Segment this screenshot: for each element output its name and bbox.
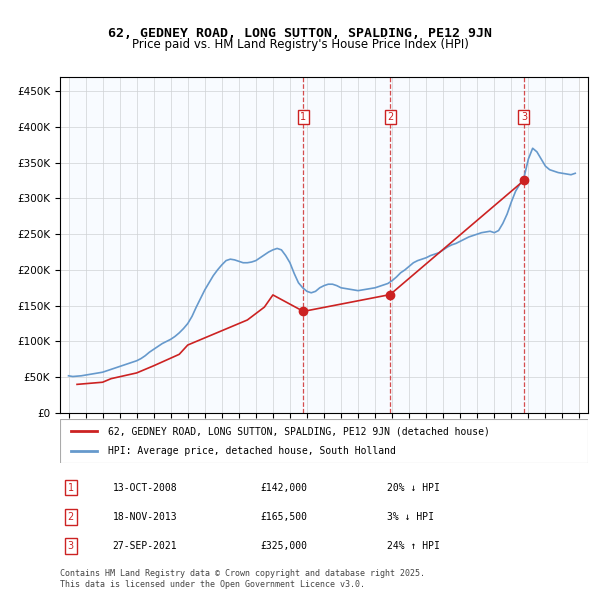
Text: 62, GEDNEY ROAD, LONG SUTTON, SPALDING, PE12 9JN (detached house): 62, GEDNEY ROAD, LONG SUTTON, SPALDING, …: [107, 427, 490, 436]
Bar: [524, 77, 580, 413]
Text: 2: 2: [67, 512, 74, 522]
Text: 62, GEDNEY ROAD, LONG SUTTON, SPALDING, PE12 9JN: 62, GEDNEY ROAD, LONG SUTTON, SPALDING, …: [108, 27, 492, 40]
Text: Price paid vs. HM Land Registry's House Price Index (HPI): Price paid vs. HM Land Registry's House …: [131, 38, 469, 51]
Text: 24% ↑ HPI: 24% ↑ HPI: [388, 541, 440, 551]
Text: 3% ↓ HPI: 3% ↓ HPI: [388, 512, 434, 522]
Text: 2: 2: [387, 112, 393, 122]
Text: 1: 1: [301, 112, 307, 122]
Text: 27-SEP-2021: 27-SEP-2021: [113, 541, 178, 551]
Text: £142,000: £142,000: [260, 483, 308, 493]
Text: 18-NOV-2013: 18-NOV-2013: [113, 512, 178, 522]
Text: Contains HM Land Registry data © Crown copyright and database right 2025.
This d: Contains HM Land Registry data © Crown c…: [60, 569, 425, 589]
Bar: [390, 77, 524, 413]
Text: £325,000: £325,000: [260, 541, 308, 551]
Text: 20% ↓ HPI: 20% ↓ HPI: [388, 483, 440, 493]
Text: 3: 3: [67, 541, 74, 551]
Bar: [304, 77, 390, 413]
Text: 3: 3: [521, 112, 527, 122]
Text: £165,500: £165,500: [260, 512, 308, 522]
Bar: [68, 77, 304, 413]
Text: HPI: Average price, detached house, South Holland: HPI: Average price, detached house, Sout…: [107, 446, 395, 455]
Text: 13-OCT-2008: 13-OCT-2008: [113, 483, 178, 493]
Text: 1: 1: [67, 483, 74, 493]
FancyBboxPatch shape: [60, 419, 588, 463]
